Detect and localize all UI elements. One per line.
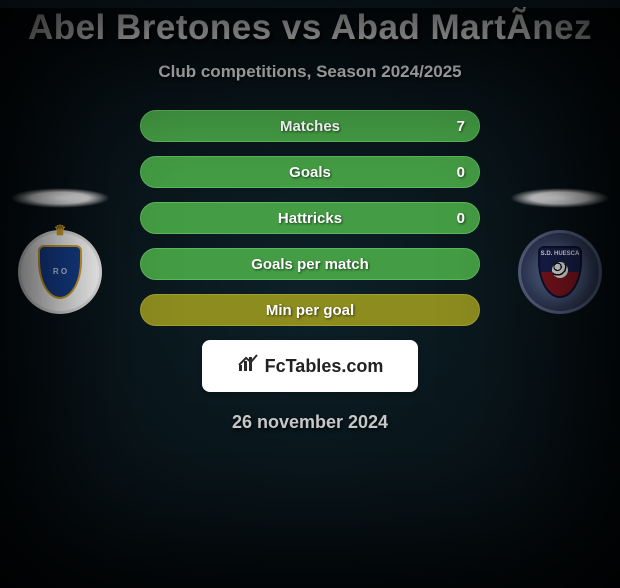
- stat-label: Goals: [141, 164, 479, 181]
- ball-icon: [552, 262, 568, 278]
- page-title: Abel Bretones vs Abad MartÃ­nez: [0, 8, 620, 48]
- stat-pill: Goals per match: [140, 248, 480, 280]
- brand-text: FcTables.com: [265, 356, 384, 377]
- player-right-column: S.D. HUESCA: [510, 188, 610, 314]
- team-right-crest: S.D. HUESCA: [518, 230, 602, 314]
- stat-value-right: 7: [445, 118, 465, 135]
- stat-pill: Hattricks0: [140, 202, 480, 234]
- shield-icon: R O: [38, 245, 82, 299]
- team-left-crest: ♛ R O: [18, 230, 102, 314]
- stat-label: Goals per match: [141, 256, 479, 273]
- stat-pill: Matches7: [140, 110, 480, 142]
- stat-row: Matches7: [0, 110, 620, 142]
- stat-label: Hattricks: [141, 210, 479, 227]
- halo-decoration: [510, 188, 610, 208]
- halo-decoration: [10, 188, 110, 208]
- stat-label: Min per goal: [141, 302, 479, 319]
- chart-icon: [237, 353, 259, 379]
- stat-pill: Goals0: [140, 156, 480, 188]
- stat-row: Goals0: [0, 156, 620, 188]
- crown-icon: ♛: [43, 223, 77, 237]
- date-label: 26 november 2024: [0, 412, 620, 433]
- shield-icon: S.D. HUESCA: [538, 246, 582, 298]
- stat-pill: Min per goal: [140, 294, 480, 326]
- stat-label: Matches: [141, 118, 479, 135]
- stat-value-right: 0: [445, 164, 465, 181]
- player-left-column: ♛ R O: [10, 188, 110, 314]
- brand-box[interactable]: FcTables.com: [202, 340, 418, 392]
- comparison-area: ♛ R O S.D. HUESCA Matches7Goals0Hattrick…: [0, 110, 620, 433]
- stat-value-right: 0: [445, 210, 465, 227]
- page-subtitle: Club competitions, Season 2024/2025: [0, 62, 620, 82]
